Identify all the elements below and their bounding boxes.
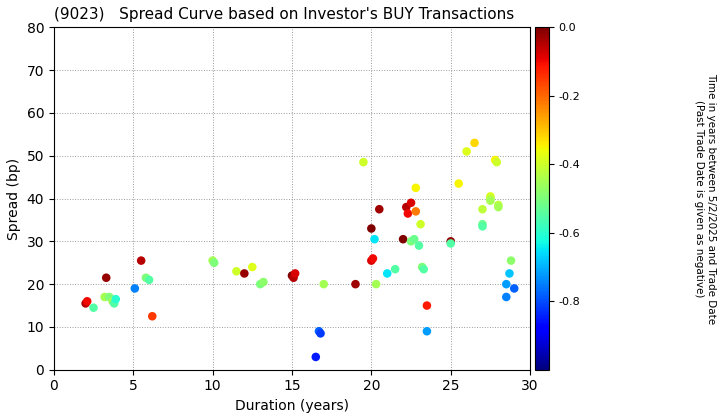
- Point: [370, 281, 382, 288]
- Point: [500, 294, 512, 300]
- Point: [81, 298, 93, 304]
- Point: [146, 313, 158, 320]
- Point: [405, 200, 417, 206]
- Point: [505, 257, 517, 264]
- Point: [485, 193, 496, 200]
- Point: [80, 300, 91, 307]
- Point: [477, 206, 488, 213]
- Point: [461, 148, 472, 155]
- Point: [416, 264, 428, 270]
- Point: [492, 202, 504, 208]
- Point: [405, 238, 417, 245]
- Point: [445, 238, 456, 245]
- Point: [129, 285, 140, 292]
- Point: [230, 268, 242, 275]
- Point: [101, 274, 112, 281]
- Point: [408, 236, 420, 243]
- Point: [421, 328, 433, 335]
- Point: [99, 294, 110, 300]
- Point: [310, 354, 322, 360]
- Point: [107, 298, 118, 304]
- Point: [453, 180, 464, 187]
- Text: (9023)   Spread Curve based on Investor's BUY Transactions: (9023) Spread Curve based on Investor's …: [54, 7, 514, 22]
- Point: [374, 206, 385, 213]
- Point: [469, 139, 480, 146]
- Point: [258, 278, 269, 285]
- Point: [143, 276, 155, 283]
- Y-axis label: Time in years between 5/2/2025 and Trade Date
(Past Trade Date is given as negat: Time in years between 5/2/2025 and Trade…: [695, 73, 716, 324]
- Point: [500, 281, 512, 288]
- Point: [246, 264, 258, 270]
- Point: [366, 257, 377, 264]
- Point: [350, 281, 361, 288]
- Point: [382, 270, 393, 277]
- Point: [366, 225, 377, 232]
- Point: [315, 330, 326, 337]
- Point: [313, 328, 325, 335]
- Point: [207, 257, 218, 264]
- Point: [110, 296, 122, 302]
- Point: [318, 281, 330, 288]
- Point: [410, 184, 422, 191]
- X-axis label: Duration (years): Duration (years): [235, 399, 349, 413]
- Point: [400, 204, 412, 210]
- Point: [418, 266, 430, 273]
- Point: [415, 221, 426, 228]
- Point: [477, 223, 488, 230]
- Point: [104, 294, 115, 300]
- Point: [289, 270, 301, 277]
- Point: [402, 210, 413, 217]
- Point: [254, 281, 266, 288]
- Point: [88, 304, 99, 311]
- Point: [477, 221, 488, 228]
- Point: [485, 195, 496, 202]
- Point: [109, 300, 120, 307]
- Point: [208, 260, 220, 266]
- Point: [504, 270, 516, 277]
- Point: [413, 242, 425, 249]
- Point: [492, 204, 504, 210]
- Point: [485, 197, 496, 204]
- Point: [369, 236, 380, 243]
- Point: [390, 266, 401, 273]
- Point: [490, 157, 501, 163]
- Point: [367, 255, 379, 262]
- Point: [358, 159, 369, 165]
- Point: [508, 285, 520, 292]
- Point: [238, 270, 250, 277]
- Point: [491, 159, 503, 165]
- Point: [410, 208, 422, 215]
- Point: [287, 272, 298, 279]
- Point: [445, 240, 456, 247]
- Point: [140, 274, 152, 281]
- Y-axis label: Spread (bp): Spread (bp): [7, 158, 21, 239]
- Point: [288, 274, 300, 281]
- Point: [397, 236, 409, 243]
- Point: [135, 257, 147, 264]
- Point: [421, 302, 433, 309]
